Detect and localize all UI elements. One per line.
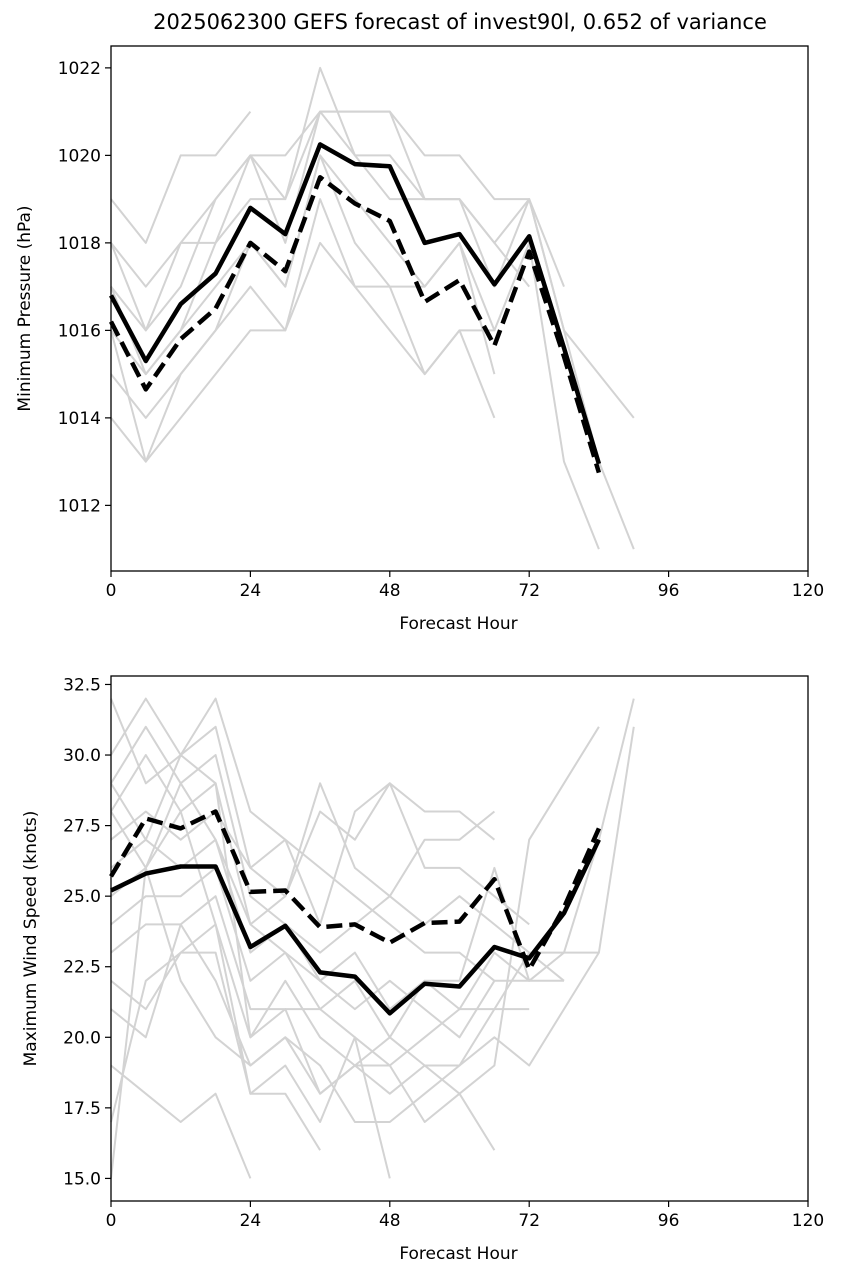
- ensemble-member-line: [110, 697, 496, 898]
- ensemble-mean-line: [110, 838, 601, 1016]
- ensemble-member-line: [110, 810, 391, 1179]
- ensemble-member-line: [110, 782, 530, 926]
- y-tick-label: 25.0: [63, 887, 101, 907]
- x-tick-label: 96: [658, 581, 680, 601]
- x-tick-label: 24: [240, 581, 262, 601]
- y-tick-label: 17.5: [63, 1099, 101, 1119]
- y-tick-label: 32.5: [63, 675, 101, 695]
- y-tick-label: 27.5: [63, 817, 101, 837]
- x-tick-label: 96: [658, 1211, 680, 1231]
- y-tick-label: 22.5: [63, 958, 101, 978]
- ensemble-member-line: [110, 951, 321, 1151]
- x-axis-label: Forecast Hour: [399, 614, 517, 634]
- ensemble-member-line: [110, 110, 252, 244]
- plot-area: [108, 66, 635, 550]
- ensemble-member-line: [110, 110, 530, 288]
- x-tick-label: 0: [106, 1211, 117, 1231]
- ensemble-member-line: [110, 866, 530, 1039]
- plot-area: [109, 697, 635, 1179]
- pressure-panel: 0 24 48 72 96 120 1012 1014 1016 1018 1020 1022 Fore…: [15, 45, 824, 634]
- ensemble-member-line: [110, 725, 496, 954]
- x-tick-label: 48: [379, 1211, 401, 1231]
- plot-frame: [110, 45, 809, 572]
- x-tick-label: 120: [792, 581, 824, 601]
- x-tick-label: 72: [518, 581, 540, 601]
- ensemble-member-line: [110, 726, 635, 1123]
- x-tick-label: 120: [792, 1211, 824, 1231]
- weighted-mean-line: [109, 809, 601, 972]
- y-axis-label: Minimum Pressure (hPa): [15, 205, 35, 411]
- x-tick-label: 24: [240, 1211, 262, 1231]
- x-axis-label: Forecast Hour: [399, 1244, 517, 1264]
- y-tick-label: 1022: [58, 59, 101, 79]
- y-axis-label: Maximum Wind Speed (knots): [21, 811, 41, 1067]
- ensemble-member-line: [110, 754, 565, 982]
- x-tick-label: 0: [106, 581, 117, 601]
- ensemble-member-line: [110, 782, 564, 1039]
- y-tick-label: 1014: [58, 409, 101, 429]
- plot-frame: [110, 675, 809, 1202]
- ensemble-member-line: [110, 110, 565, 332]
- y-tick-label: 20.0: [63, 1028, 101, 1048]
- y-tick-label: 1018: [58, 234, 101, 254]
- ensemble-member-line: [110, 198, 496, 419]
- x-tick-label: 72: [518, 1211, 540, 1231]
- ensemble-mean-line: [109, 142, 602, 465]
- y-tick-label: 15.0: [63, 1169, 101, 1189]
- weighted-mean-line: [108, 175, 602, 474]
- y-tick-label: 30.0: [63, 746, 101, 766]
- ensemble-member-line: [110, 154, 600, 550]
- x-tick-label: 48: [379, 581, 401, 601]
- y-tick-label: 1016: [58, 321, 101, 341]
- wind-panel: 0 24 48 72 96 120 15.0 17.5 20.0 22.5 25.0 27.5 30.0…: [21, 675, 824, 1264]
- chart-title: 2025062300 GEFS forecast of invest90l, 0…: [153, 10, 767, 34]
- y-tick-label: 1012: [58, 496, 101, 516]
- ensemble-member-line: [110, 1064, 252, 1179]
- y-tick-label: 1020: [58, 146, 101, 166]
